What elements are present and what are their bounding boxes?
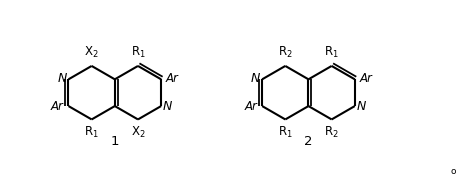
Text: X$_2$: X$_2$: [84, 45, 99, 60]
Text: N: N: [251, 72, 260, 85]
Text: o: o: [450, 167, 456, 176]
Text: R$_1$: R$_1$: [84, 125, 99, 140]
Text: R$_2$: R$_2$: [324, 125, 339, 140]
Text: N: N: [356, 101, 366, 113]
Text: Ar: Ar: [51, 101, 64, 113]
Text: 2: 2: [304, 135, 313, 149]
Text: Ar: Ar: [166, 72, 179, 85]
Text: N: N: [163, 101, 173, 113]
Text: R$_1$: R$_1$: [130, 45, 146, 60]
Text: N: N: [57, 72, 67, 85]
Text: R$_2$: R$_2$: [278, 45, 292, 60]
Text: Ar: Ar: [359, 72, 372, 85]
Text: X$_2$: X$_2$: [131, 125, 145, 140]
Text: 1: 1: [110, 135, 119, 149]
Text: Ar: Ar: [245, 101, 257, 113]
Text: R$_1$: R$_1$: [278, 125, 293, 140]
Text: R$_1$: R$_1$: [324, 45, 339, 60]
